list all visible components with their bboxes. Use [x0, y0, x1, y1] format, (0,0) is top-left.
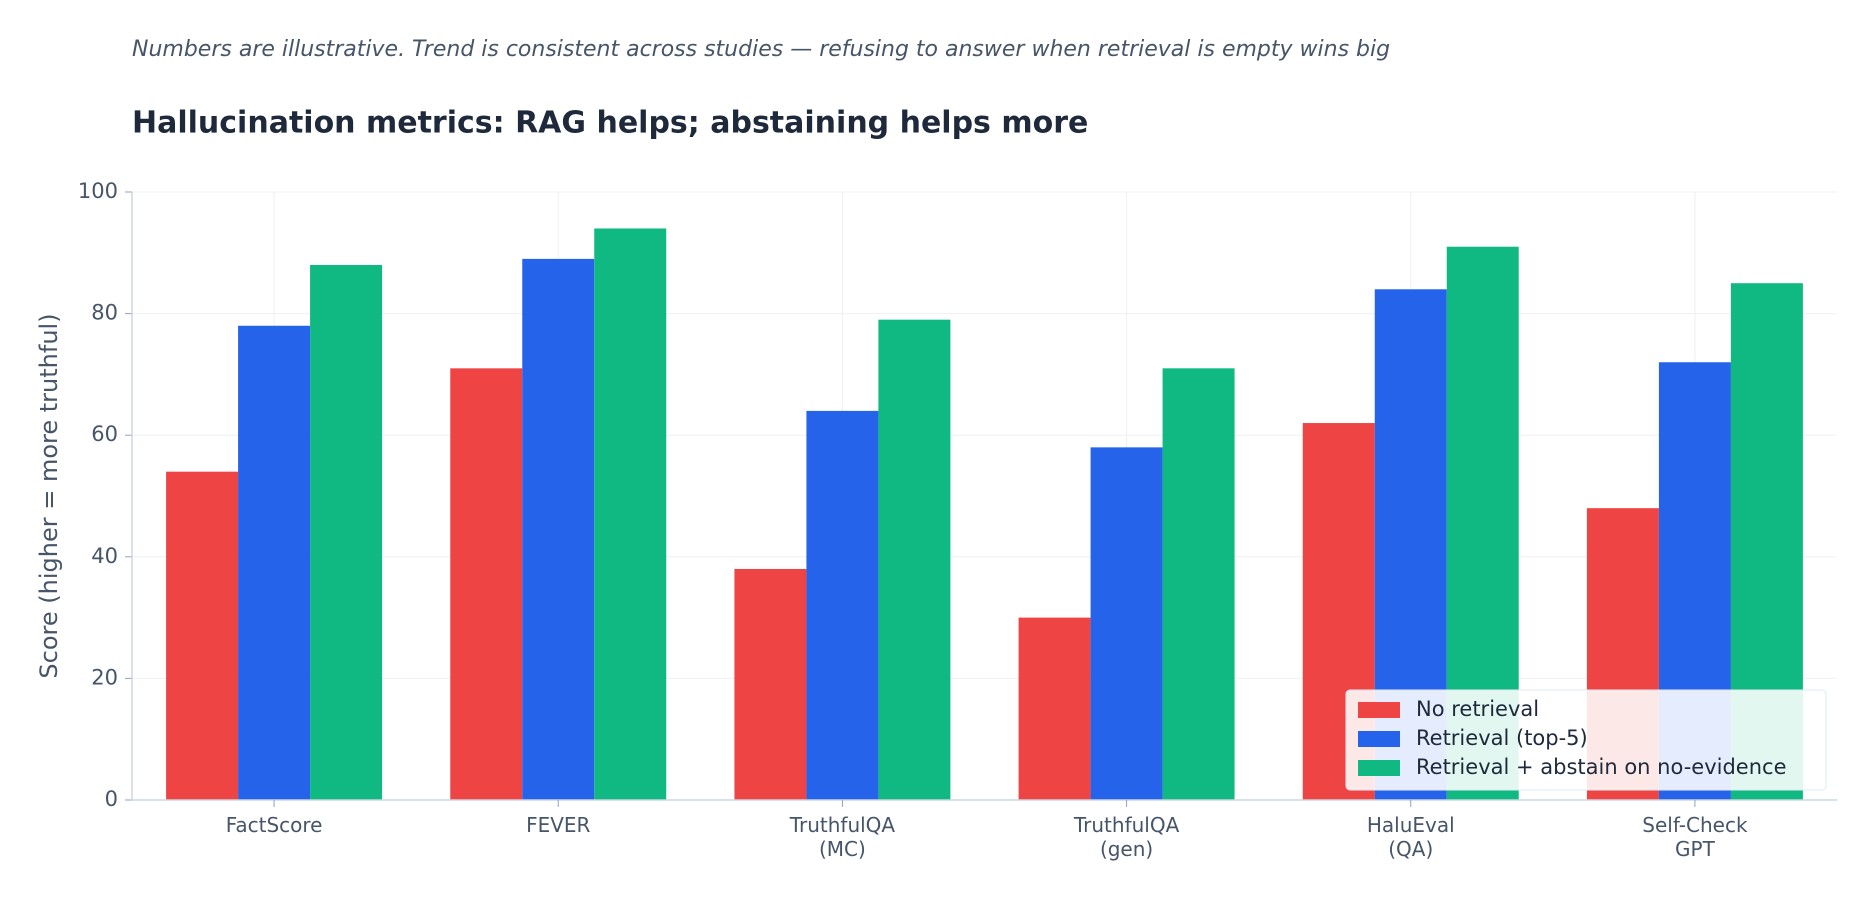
legend-swatch	[1358, 702, 1400, 718]
bar	[594, 228, 667, 801]
bar	[878, 319, 951, 800]
y-tick-label: 20	[91, 665, 118, 689]
x-tick-label: TruthfulQA (gen)	[1073, 813, 1180, 861]
y-tick-label: 0	[105, 787, 118, 811]
bar	[522, 258, 595, 800]
y-axis-label: Score (higher = more truthful)	[35, 313, 63, 678]
bar	[1090, 447, 1163, 800]
bar	[1162, 368, 1235, 800]
x-tick-label: FEVER	[526, 813, 590, 837]
y-tick-label: 100	[78, 179, 118, 203]
bar	[806, 410, 879, 800]
bar	[238, 325, 311, 800]
bar	[734, 568, 807, 800]
chart-subtitle: Numbers are illustrative. Trend is consi…	[132, 37, 1390, 62]
x-tick-label: FactScore	[226, 813, 323, 837]
x-tick-label: TruthfulQA (MC)	[789, 813, 896, 861]
legend-box	[1345, 689, 1827, 791]
y-tick-label: 80	[91, 301, 118, 325]
bar	[1018, 617, 1091, 800]
legend-swatch	[1358, 760, 1400, 776]
bar	[450, 368, 523, 800]
legend-swatch	[1358, 731, 1400, 747]
chart-title: Hallucination metrics: RAG helps; abstai…	[132, 106, 1088, 141]
bar	[310, 264, 383, 801]
y-tick-label: 40	[91, 544, 118, 568]
legend-label: Retrieval (top-5)	[1416, 726, 1588, 750]
legend-label: No retrieval	[1416, 697, 1539, 721]
bar	[166, 471, 239, 800]
legend-label: Retrieval + abstain on no-evidence	[1416, 755, 1787, 779]
x-tick-label: HaluEval (QA)	[1367, 813, 1455, 861]
y-tick-label: 60	[91, 422, 118, 446]
x-tick-label: Self-Check GPT	[1642, 813, 1748, 861]
